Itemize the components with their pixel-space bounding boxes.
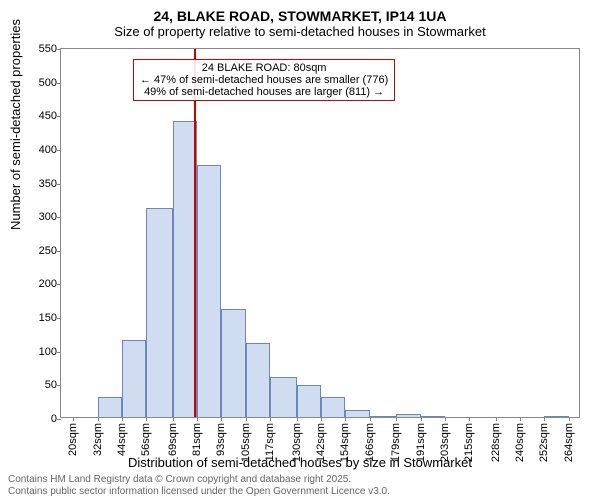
x-tick-mark <box>146 417 147 421</box>
histogram-bar <box>197 165 221 417</box>
footer-line2: Contains public sector information licen… <box>8 486 390 498</box>
reference-line <box>194 49 196 417</box>
y-tick-mark <box>57 184 61 185</box>
x-tick-mark <box>297 417 298 421</box>
histogram-bar <box>544 416 568 417</box>
histogram-bar <box>345 410 369 417</box>
footer-line1: Contains HM Land Registry data © Crown c… <box>8 474 390 486</box>
histogram-bar <box>98 397 122 417</box>
y-tick-mark <box>57 116 61 117</box>
x-tick-mark <box>270 417 271 421</box>
y-tick-mark <box>57 150 61 151</box>
y-tick-mark <box>57 83 61 84</box>
x-tick-mark <box>469 417 470 421</box>
x-tick-mark <box>98 417 99 421</box>
y-tick-mark <box>57 385 61 386</box>
x-tick-label: 56sqm <box>140 423 152 456</box>
histogram-bar <box>221 309 245 417</box>
x-tick-mark <box>221 417 222 421</box>
x-tick-mark <box>173 417 174 421</box>
annotation-line: 49% of semi-detached houses are larger (… <box>140 86 388 98</box>
histogram-bar <box>321 397 345 417</box>
x-tick-label: 44sqm <box>116 423 128 456</box>
x-tick-mark <box>445 417 446 421</box>
plot-area: 05010015020025030035040045050055020sqm32… <box>60 48 580 418</box>
x-tick-label: 69sqm <box>167 423 179 456</box>
x-tick-label: 32sqm <box>92 423 104 456</box>
chart-subtitle: Size of property relative to semi-detach… <box>0 24 600 43</box>
x-tick-mark <box>345 417 346 421</box>
x-tick-mark <box>370 417 371 421</box>
histogram-bar <box>396 414 420 417</box>
y-tick-mark <box>57 284 61 285</box>
annotation-line: 24 BLAKE ROAD: 80sqm <box>140 62 388 74</box>
y-axis-label: Number of semi-detached properties <box>8 19 23 230</box>
histogram-bar <box>370 416 396 417</box>
y-tick-mark <box>57 419 61 420</box>
x-tick-mark <box>321 417 322 421</box>
y-tick-mark <box>57 49 61 50</box>
chart-container: 24, BLAKE ROAD, STOWMARKET, IP14 1UA Siz… <box>0 0 600 500</box>
histogram-bar <box>270 377 296 417</box>
chart-title: 24, BLAKE ROAD, STOWMARKET, IP14 1UA <box>0 0 600 24</box>
x-tick-mark <box>544 417 545 421</box>
footer-attribution: Contains HM Land Registry data © Crown c… <box>8 474 390 498</box>
histogram-bar <box>246 343 270 417</box>
annotation-line: ← 47% of semi-detached houses are smalle… <box>140 74 388 86</box>
histogram-bar <box>146 208 172 417</box>
y-tick-mark <box>57 352 61 353</box>
histogram-bar <box>122 340 146 417</box>
x-tick-mark <box>520 417 521 421</box>
x-tick-mark <box>73 417 74 421</box>
x-tick-mark <box>569 417 570 421</box>
x-tick-label: 93sqm <box>215 423 227 456</box>
x-axis-label: Distribution of semi-detached houses by … <box>0 455 600 470</box>
y-tick-mark <box>57 217 61 218</box>
x-tick-label: 81sqm <box>191 423 203 456</box>
x-tick-mark <box>246 417 247 421</box>
y-tick-mark <box>57 318 61 319</box>
x-tick-label: 20sqm <box>67 423 79 456</box>
annotation-box: 24 BLAKE ROAD: 80sqm← 47% of semi-detach… <box>133 59 395 101</box>
y-tick-mark <box>57 251 61 252</box>
histogram-bar <box>421 416 445 417</box>
x-tick-mark <box>496 417 497 421</box>
histogram-bar <box>297 385 321 417</box>
x-tick-mark <box>396 417 397 421</box>
x-tick-mark <box>122 417 123 421</box>
x-tick-mark <box>421 417 422 421</box>
x-tick-mark <box>197 417 198 421</box>
